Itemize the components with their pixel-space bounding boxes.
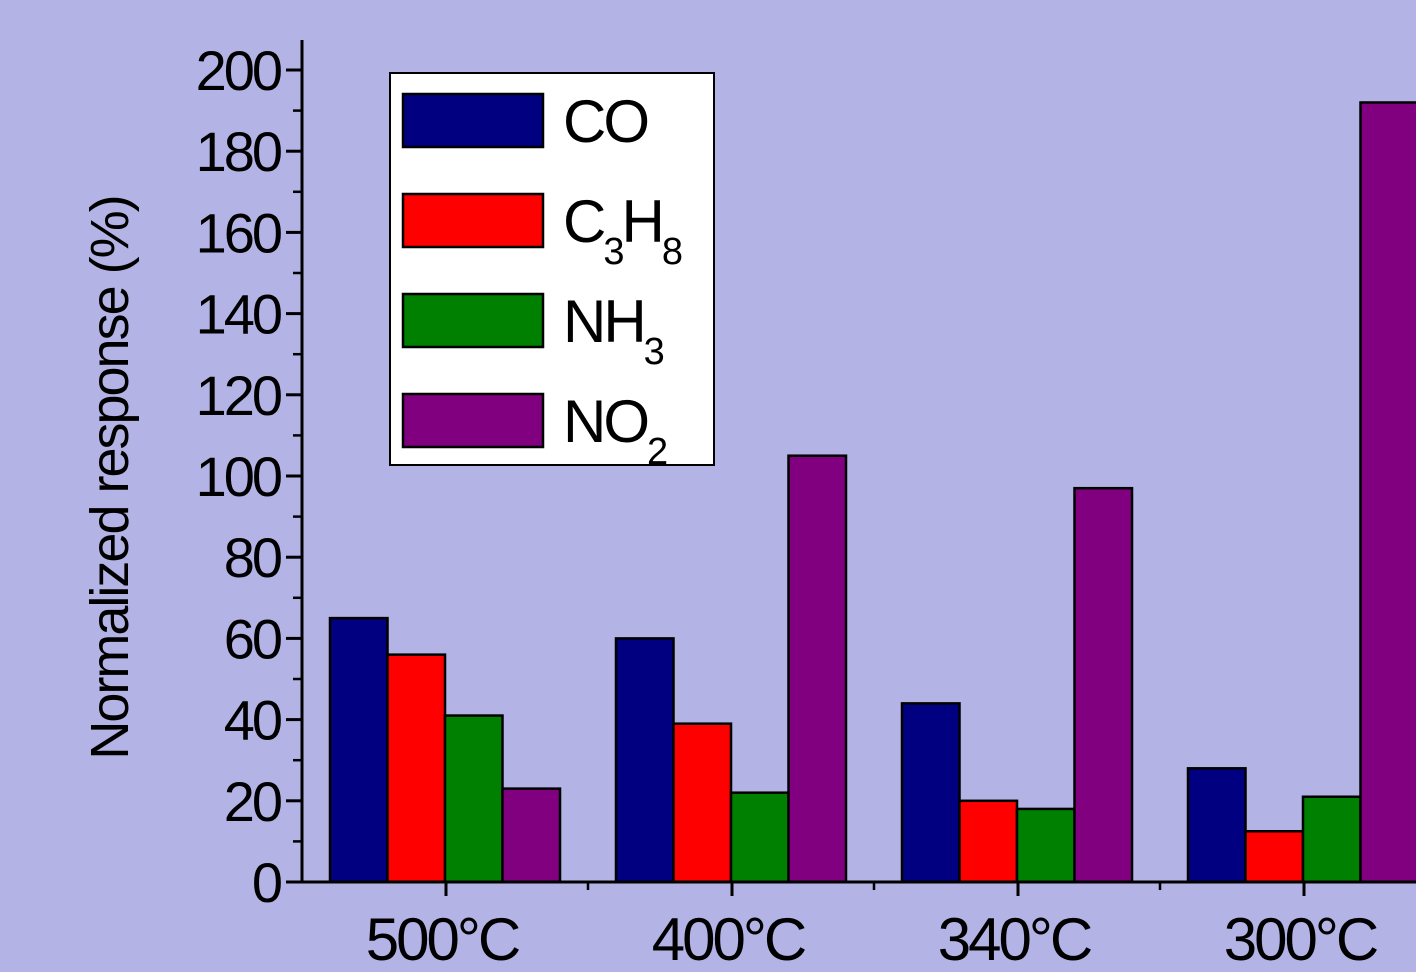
y-ticks-group: 0 20 40 60 80 100 120 140 160 180 200 xyxy=(196,39,302,914)
bar-no2-2 xyxy=(787,454,848,884)
axes-group xyxy=(300,40,1416,884)
legend-swatch-co xyxy=(401,92,545,149)
x-tick-label: 300°C xyxy=(1224,906,1378,972)
y-tick-label: 120 xyxy=(196,364,281,427)
y-tick-label: 200 xyxy=(196,39,281,102)
bar-no2-3 xyxy=(1073,486,1134,884)
bar-nh3-3 xyxy=(1015,807,1076,884)
y-tick-label: 140 xyxy=(196,283,281,346)
bar-nh3-1 xyxy=(443,714,504,884)
legend-swatch-c3h8 xyxy=(401,192,545,249)
bar-co-4 xyxy=(1186,767,1247,884)
bar-c3h8-2 xyxy=(672,722,733,884)
legend-label-nh3: NH3 xyxy=(563,288,664,373)
x-tick-label: 340°C xyxy=(938,906,1092,972)
y-tick-label: 160 xyxy=(196,201,281,264)
y-tick-label: 20 xyxy=(224,770,281,833)
x-tick-label: 500°C xyxy=(366,906,520,972)
y-tick-label: 100 xyxy=(196,445,281,508)
bar-no2-1 xyxy=(501,787,562,884)
y-tick-label: 0 xyxy=(252,851,281,914)
legend-label-c3h8: C3H8 xyxy=(563,188,682,273)
y-tick-label: 80 xyxy=(224,526,281,589)
bar-no2-4 xyxy=(1359,101,1416,884)
y-axis-label: Normalized response (%) xyxy=(80,196,140,759)
bar-co-3 xyxy=(900,702,961,884)
y-tick-label: 60 xyxy=(224,607,281,670)
bar-c3h8-4 xyxy=(1244,830,1305,884)
y-tick-label: 180 xyxy=(196,120,281,183)
legend-label-co: CO xyxy=(563,88,647,155)
bar-co-2 xyxy=(614,637,675,884)
bar-nh3-2 xyxy=(729,791,790,884)
legend-label-no2: NO2 xyxy=(563,388,667,473)
bar-c3h8-3 xyxy=(958,799,1019,884)
legend-swatch-no2 xyxy=(401,392,545,449)
bar-c3h8-1 xyxy=(386,653,447,884)
x-tick-label: 400°C xyxy=(652,906,806,972)
bar-co-1 xyxy=(328,616,389,884)
y-tick-label: 40 xyxy=(224,689,281,752)
bar-nh3-4 xyxy=(1301,795,1362,884)
bars-group xyxy=(328,101,1416,884)
legend: CO C3H8 NH3 NO2 xyxy=(389,72,715,473)
x-ticks-group: 500°C 400°C 340°C 300°C xyxy=(366,882,1381,972)
legend-swatch-nh3 xyxy=(401,292,545,349)
